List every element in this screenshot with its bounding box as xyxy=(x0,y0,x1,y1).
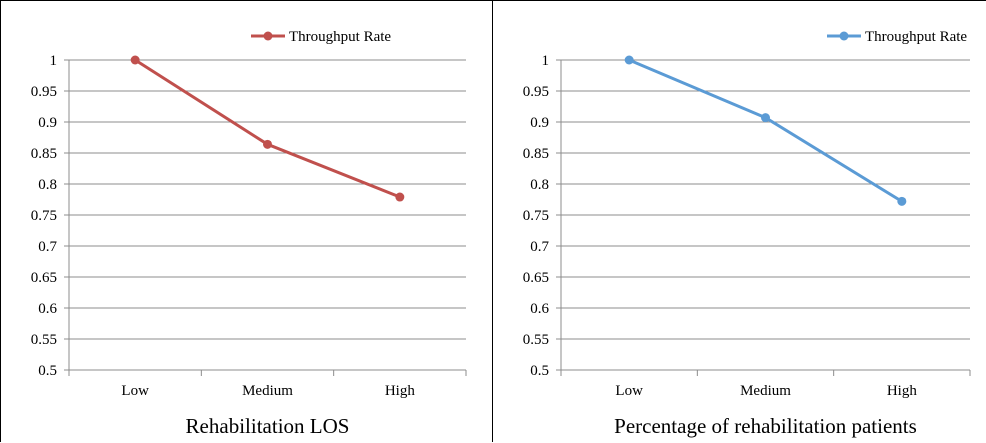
data-point xyxy=(130,55,140,65)
y-tick-label: 0.65 xyxy=(523,270,549,286)
y-tick-label: 0.6 xyxy=(38,301,57,317)
y-tick-label: 0.55 xyxy=(523,332,549,348)
legend-label: Throughput Rate xyxy=(289,29,391,45)
series-line xyxy=(628,58,903,203)
x-tick-label: Medium xyxy=(740,383,791,399)
x-tick-label: Low xyxy=(615,383,643,399)
y-tick-label: 0.95 xyxy=(523,84,549,100)
y-tick-label: 0.5 xyxy=(38,363,57,379)
y-tick-label: 1 xyxy=(50,53,58,69)
y-tick-label: 0.6 xyxy=(530,301,549,317)
y-tick-label: 0.95 xyxy=(31,84,57,100)
x-axis-title: Rehabilitation LOS xyxy=(186,414,350,438)
y-tick-label: 0.65 xyxy=(31,270,57,286)
legend-marker xyxy=(839,31,849,41)
y-tick-label: 0.8 xyxy=(38,177,57,193)
series-line xyxy=(134,58,401,199)
data-point xyxy=(761,113,770,123)
chart-rehabilitation-los: 0.5 0.55 0.6 0.65 0.7 0.75 0.8 0.85 0.9 0.95 1 Low M… xyxy=(31,29,467,438)
legend-marker xyxy=(263,31,273,41)
y-tick-label: 0.85 xyxy=(31,146,57,162)
x-axis-title: Percentage of rehabilitation patients xyxy=(614,414,917,438)
x-tick-label: High xyxy=(887,383,918,399)
y-tick-label: 0.9 xyxy=(530,115,549,131)
x-tick-label: Low xyxy=(121,383,149,399)
y-tick-label: 0.9 xyxy=(38,115,57,131)
y-tick-label: 0.75 xyxy=(31,208,57,224)
y-tick-label: 0.8 xyxy=(530,177,549,193)
data-point xyxy=(263,139,272,149)
y-tick-label: 0.7 xyxy=(530,239,549,255)
chart-panel-percentage-rehabilitation: 0.5 0.55 0.6 0.65 0.7 0.75 0.8 0.85 0.9 0.95 1 Low M… xyxy=(493,0,986,442)
y-tick-label: 0.85 xyxy=(523,146,549,162)
chart-panel-rehabilitation-los: 0.5 0.55 0.6 0.65 0.7 0.75 0.8 0.85 0.9 0.95 1 Low M… xyxy=(0,0,493,442)
x-tick-label: High xyxy=(385,383,416,399)
y-tick-label: 1 xyxy=(542,53,550,69)
y-tick-label: 0.75 xyxy=(523,208,549,224)
legend-label: Throughput Rate xyxy=(865,29,967,45)
y-tick-label: 0.5 xyxy=(530,363,549,379)
x-tick-label: Medium xyxy=(242,383,293,399)
data-point xyxy=(897,196,907,206)
chart-percentage-rehabilitation: 0.5 0.55 0.6 0.65 0.7 0.75 0.8 0.85 0.9 0.95 1 Low M… xyxy=(523,29,971,438)
y-tick-label: 0.7 xyxy=(38,239,57,255)
y-tick-label: 0.55 xyxy=(31,332,57,348)
data-point xyxy=(624,55,634,65)
data-point xyxy=(395,192,405,202)
